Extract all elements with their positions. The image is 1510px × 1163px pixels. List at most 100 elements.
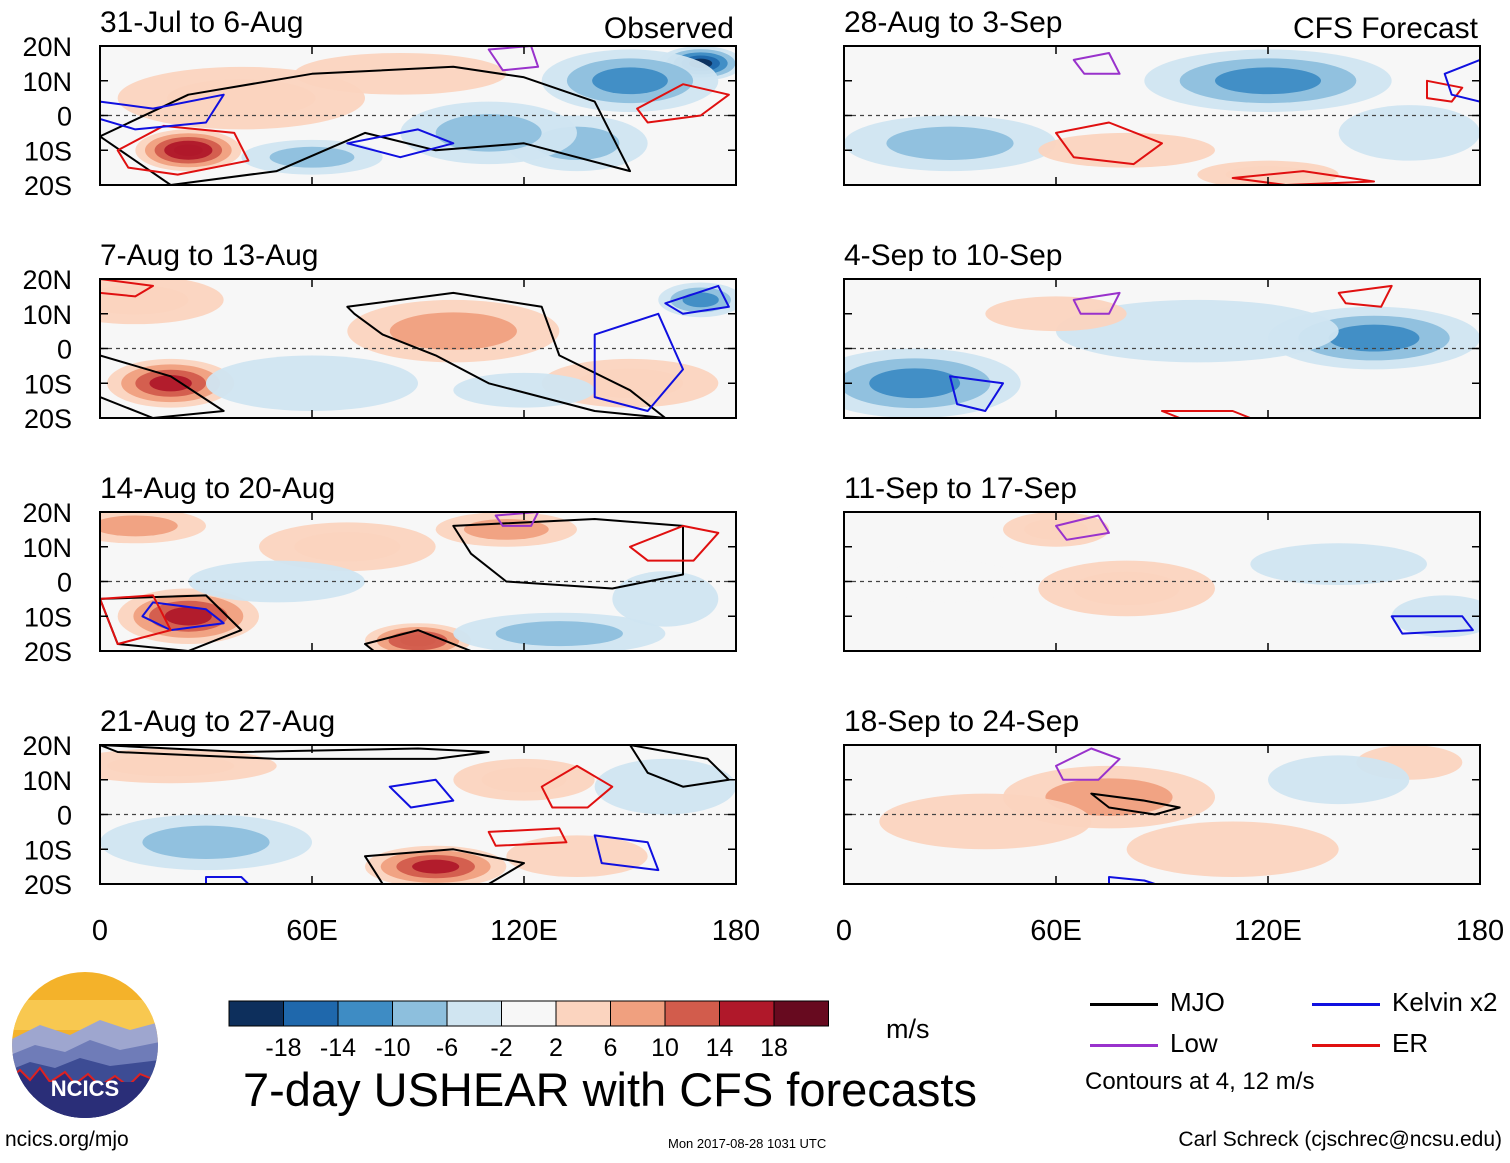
panel-observed-3: 21-Aug to 27-Aug 20N 10N 0 10S 20S	[22, 705, 737, 900]
wave-contour	[205, 876, 250, 884]
shear-anomaly-area	[1328, 324, 1420, 352]
shear-anomaly-area	[435, 114, 542, 152]
shear-anomaly-area	[294, 52, 507, 95]
panel-forecast-2: 11-Sep to 17-Sep	[843, 472, 1481, 652]
colorbar-tick-label: 2	[549, 1034, 563, 1062]
wave-contour	[100, 745, 490, 760]
colorbar-tick-label: -2	[490, 1034, 512, 1062]
shear-anomaly-area	[1073, 571, 1180, 606]
shear-anomaly-area	[577, 368, 683, 398]
wave-contour	[1055, 514, 1110, 541]
colorbar-swatch	[664, 1000, 720, 1027]
colorbar: -18 -14 -10 -6 -2 2 6 10 14 18	[228, 1000, 829, 1062]
panel-forecast-3: 18-Sep to 24-Sep	[843, 705, 1481, 885]
x-tick-label: 180	[712, 915, 760, 947]
legend-line-kelvin	[1312, 1003, 1380, 1006]
contours-note: Contours at 4, 12 m/s	[1085, 1068, 1315, 1095]
wave-contour	[629, 745, 730, 788]
x-tick-label: 120E	[1234, 915, 1302, 947]
shear-anomaly-area	[107, 755, 235, 777]
shear-anomaly-area	[985, 296, 1127, 332]
wave-contour	[100, 93, 225, 131]
y-tick-label: 10S	[24, 369, 72, 399]
shear-anomaly-area	[269, 146, 355, 168]
shear-anomaly-area	[495, 621, 623, 647]
legend-label-low: Low	[1170, 1028, 1218, 1058]
colorbar-tick-label: -10	[374, 1034, 410, 1062]
y-tick-label: 20N	[22, 265, 72, 295]
shear-anomaly-area	[594, 758, 736, 815]
panel-period-label: 11-Sep to 17-Sep	[844, 472, 1077, 505]
main-title: 7-day USHEAR with CFS forecasts	[243, 1063, 977, 1116]
shear-anomaly-area	[879, 793, 1092, 850]
wave-contour	[949, 375, 1004, 412]
panel-source-tag: Observed	[604, 12, 734, 45]
panel-observed-1: 7-Aug to 13-Aug 20N 10N 0 10S 20S	[22, 239, 737, 434]
legend-line-mjo	[1090, 1003, 1158, 1006]
logo-text: NCICS	[51, 1076, 119, 1101]
wave-contour	[593, 312, 684, 412]
wave-contour	[346, 128, 455, 159]
footer-url: ncics.org/mjo	[5, 1128, 129, 1151]
shear-anomaly-area	[869, 368, 961, 399]
colorbar-swatch	[555, 1000, 611, 1027]
shear-anomaly-area	[1045, 778, 1173, 816]
shear-anomaly-area	[506, 835, 648, 878]
shear-anomaly-area	[206, 355, 418, 412]
legend-line-er	[1312, 1044, 1380, 1047]
wave-contour	[1055, 747, 1121, 781]
y-tick-label: 20N	[22, 731, 72, 761]
ncics-logo: NCICS	[12, 972, 158, 1118]
wave-contour	[1072, 52, 1121, 75]
shear-anomaly-area	[100, 285, 189, 315]
y-tick-label: 20N	[22, 498, 72, 528]
x-tick-label: 60E	[1030, 915, 1082, 947]
colorbar-tick-label: -14	[320, 1034, 356, 1062]
x-tick-label: 180	[1456, 915, 1504, 947]
footer-author: Carl Schreck (cjschrec@ncsu.edu)	[1178, 1128, 1502, 1151]
wave-contour	[487, 46, 540, 72]
shear-anomaly-area	[1250, 543, 1427, 585]
colorbar-swatch	[773, 1000, 829, 1027]
shear-anomaly-area	[592, 67, 668, 95]
y-tick-label: 20S	[24, 870, 72, 900]
wave-contour	[1055, 121, 1163, 166]
shear-anomaly-area	[1268, 755, 1410, 805]
panel-period-label: 4-Sep to 10-Sep	[844, 239, 1062, 272]
wave-contour	[346, 291, 667, 418]
y-tick-label: 20N	[22, 32, 72, 62]
wave-contour	[1337, 284, 1393, 308]
shear-anomaly-area	[173, 144, 203, 156]
wave-contour	[452, 518, 684, 590]
wave-contour	[1161, 410, 1252, 418]
wave-contour	[1443, 58, 1480, 103]
wave-contour	[100, 594, 172, 645]
colorbar-swatch	[719, 1000, 775, 1027]
wave-contour	[100, 65, 631, 185]
panel-period-label: 14-Aug to 20-Aug	[100, 472, 335, 505]
shear-anomaly-area	[412, 859, 460, 874]
y-tick-label: 0	[57, 102, 72, 132]
colorbar-swatch	[501, 1000, 557, 1027]
shear-anomaly-area	[682, 292, 719, 308]
legend-line-low	[1090, 1044, 1158, 1047]
panel-period-label: 21-Aug to 27-Aug	[100, 705, 335, 738]
y-tick-label: 20S	[24, 404, 72, 434]
y-tick-label: 10N	[22, 533, 72, 563]
wave-contour	[364, 848, 525, 884]
footer-timestamp: Mon 2017-08-28 1031 UTC	[668, 1136, 827, 1151]
wave-contour	[629, 524, 720, 562]
x-tick-label: 60E	[286, 915, 338, 947]
colorbar-swatch	[610, 1000, 666, 1027]
shear-anomaly-area	[481, 767, 567, 793]
panel-period-label: 18-Sep to 24-Sep	[844, 705, 1079, 738]
colorbar-swatch	[446, 1000, 502, 1027]
wave-contour	[540, 764, 614, 809]
colorbar-tick-label: 10	[651, 1034, 679, 1062]
shear-anomaly-area	[294, 532, 401, 562]
wave-contour	[388, 778, 455, 809]
colorbar-tick-label: 6	[604, 1034, 618, 1062]
shear-anomaly-area	[100, 515, 178, 537]
